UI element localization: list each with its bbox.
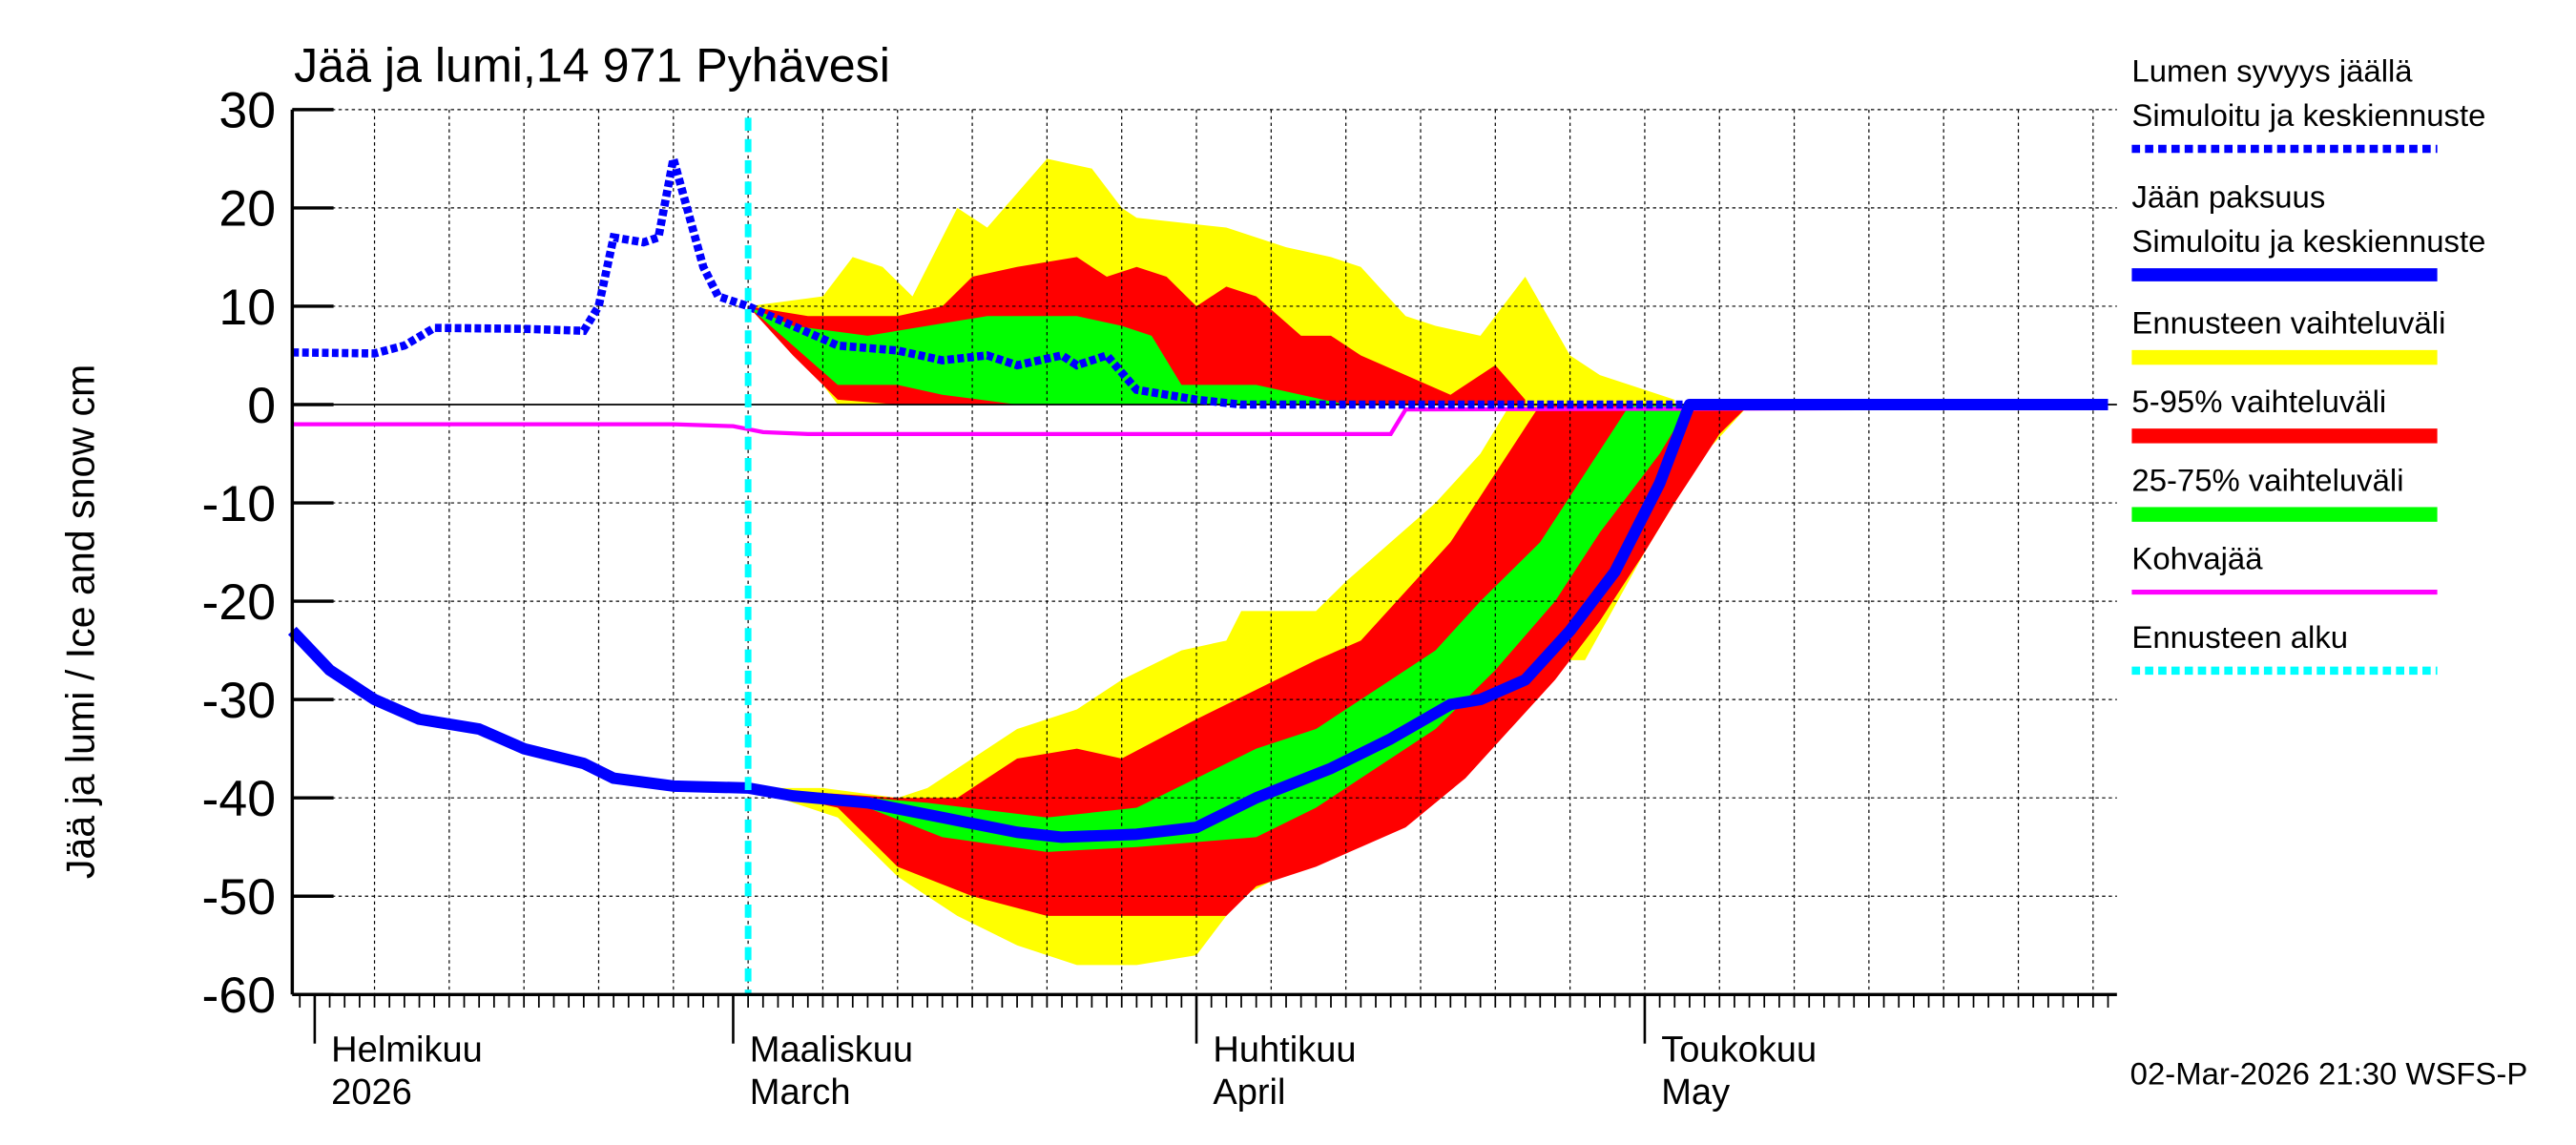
month-label-fi: Toukokuu — [1661, 1030, 1817, 1071]
legend: Lumen syvyys jäällä Simuloitu ja keskienn… — [2131, 53, 2485, 676]
legend-label: Simuloitu ja keskiennuste — [2131, 223, 2485, 259]
y-tick-label: 0 — [247, 378, 276, 434]
series-lines — [287, 117, 2109, 995]
legend-label: Jään paksuus — [2131, 179, 2325, 215]
month-label-en: 2026 — [331, 1072, 412, 1113]
month-label-fi: Maaliskuu — [750, 1030, 913, 1071]
y-tick-label: -30 — [202, 673, 277, 729]
month-label-fi: Helmikuu — [331, 1030, 483, 1071]
chart-title: Jää ja lumi,14 971 Pyhävesi — [294, 39, 890, 93]
legend-label: 25-75% vaihteluväli — [2131, 462, 2403, 497]
month-label-en: March — [750, 1072, 851, 1113]
legend-label: Ennusteen alku — [2131, 619, 2348, 655]
slush-ice-line — [292, 405, 2109, 437]
legend-label: Kohvajää — [2131, 541, 2263, 576]
y-tick-label: -20 — [202, 574, 277, 631]
y-tick-label: -40 — [202, 771, 277, 827]
y-tick-label: 30 — [218, 83, 276, 139]
ice_bands-p25-75-band — [748, 405, 1690, 852]
y-axis-label: Jää ja lumi / Ice and snow cm — [58, 364, 102, 879]
y-tick-label: 20 — [218, 181, 276, 238]
legend-swatch — [2131, 428, 2438, 444]
month-label-fi: Huhtikuu — [1213, 1030, 1356, 1071]
legend-label: Ennusteen vaihteluväli — [2131, 305, 2445, 341]
ice_bands-p5-95-band — [748, 405, 1750, 916]
footer-timestamp: 02-Mar-2026 21:30 WSFS-P — [2130, 1056, 2528, 1092]
legend-swatch — [2131, 507, 2438, 522]
month-label-en: May — [1661, 1072, 1730, 1113]
legend-label: 5-95% vaihteluväli — [2131, 384, 2386, 419]
y-tick-label: 10 — [218, 280, 276, 336]
y-tick-label: -10 — [202, 476, 277, 532]
legend-label: Simuloitu ja keskiennuste — [2131, 97, 2485, 133]
legend-swatch — [2131, 349, 2438, 365]
y-tick-label: -60 — [202, 968, 277, 1024]
y-tick-label: -50 — [202, 869, 277, 926]
month-label-en: April — [1213, 1072, 1285, 1113]
legend-label: Lumen syvyys jäällä — [2131, 53, 2413, 89]
ice-thickness-line — [287, 398, 2109, 843]
bands — [748, 158, 1750, 966]
